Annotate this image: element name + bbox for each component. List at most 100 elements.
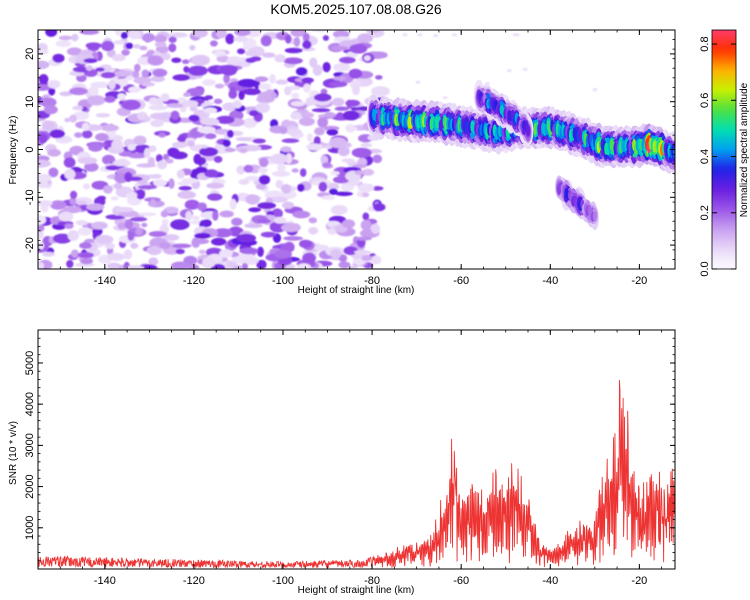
noise-blob	[183, 92, 191, 97]
noise-blob	[239, 148, 248, 154]
noise-blob	[58, 35, 73, 41]
snr-panel: -140 -120 -100 -80 -60 -40 -20 1000 2000 3000 400…	[8, 329, 676, 596]
noise-blob	[64, 168, 76, 180]
noise-blob	[175, 248, 185, 255]
noise-blob	[77, 157, 98, 165]
noise-blob	[165, 158, 174, 164]
spectrogram-x-ticks: -140 -120 -100 -80 -60 -40 -20	[37, 30, 663, 287]
noise-blob	[281, 223, 301, 233]
noise-blob	[150, 75, 165, 83]
y-tick-label: 1000	[24, 516, 36, 540]
noise-blob	[177, 181, 191, 186]
noise-blob	[102, 154, 116, 165]
noise-blob	[58, 211, 74, 222]
noise-blob	[372, 154, 383, 164]
noise-blob	[236, 233, 256, 243]
noise-blob	[451, 33, 457, 37]
noise-blob	[216, 55, 230, 63]
noise-blob	[86, 203, 105, 211]
noise-blob	[308, 217, 318, 224]
noise-blob	[349, 44, 368, 54]
noise-blob	[108, 79, 116, 90]
noise-blob	[141, 82, 155, 87]
noise-blob	[301, 77, 314, 84]
noise-blob	[42, 251, 55, 257]
noise-blob	[226, 261, 238, 268]
noise-blob	[59, 91, 73, 97]
noise-blob	[279, 126, 288, 135]
noise-blob	[257, 167, 268, 173]
noise-blob	[185, 210, 193, 221]
noise-blob	[295, 67, 308, 76]
noise-blob	[349, 265, 358, 269]
noise-blob	[270, 92, 278, 99]
noise-blob	[327, 182, 340, 191]
noise-blob	[172, 74, 190, 81]
noise-blob	[117, 222, 127, 230]
noise-blob	[239, 247, 259, 255]
colorbar: 0.0 0.2 0.4 0.6 0.8 Normalized spectral ampl…	[699, 29, 750, 277]
noise-blob	[64, 117, 71, 123]
noise-blob	[332, 30, 350, 39]
noise-blob	[350, 106, 370, 112]
noise-blob	[275, 79, 289, 85]
noise-blob	[363, 55, 371, 61]
noise-blob	[269, 196, 288, 203]
noise-blob	[286, 128, 302, 136]
noise-blob	[255, 183, 267, 190]
noise-blob	[171, 243, 192, 249]
noise-blob	[219, 64, 238, 75]
noise-blob	[335, 191, 353, 197]
noise-blob	[187, 140, 195, 147]
noise-blob	[244, 256, 259, 265]
noise-blob	[148, 105, 168, 111]
noise-blob	[352, 84, 360, 96]
noise-blob	[198, 249, 206, 254]
noise-blob	[357, 33, 373, 43]
noise-blob	[269, 74, 276, 84]
noise-blob	[152, 174, 162, 179]
noise-blob	[38, 133, 48, 144]
noise-blob	[113, 206, 134, 213]
snr-x-ticks: -140 -120 -100 -80 -60 -40 -20	[37, 330, 663, 587]
noise-blob	[417, 33, 423, 37]
x-tick-label: -140	[94, 575, 116, 587]
noise-blob	[84, 162, 99, 172]
noise-blob	[191, 54, 210, 66]
noise-blob	[257, 218, 271, 224]
noise-blob	[75, 200, 88, 205]
y-tick-label: 0	[24, 146, 36, 152]
noise-blob	[243, 164, 254, 173]
noise-blob	[70, 249, 79, 258]
noise-blob	[522, 67, 528, 71]
noise-blob	[321, 195, 336, 200]
noise-blob	[137, 185, 158, 190]
noise-blob	[296, 263, 311, 269]
noise-blob	[292, 210, 311, 219]
noise-blob	[338, 254, 348, 262]
noise-blob	[277, 163, 286, 172]
noise-blob	[117, 93, 126, 100]
noise-blob	[154, 41, 167, 48]
noise-blob	[415, 80, 421, 84]
noise-blob	[354, 236, 372, 241]
noise-blob	[210, 40, 218, 47]
colorbar-gradient-bar	[712, 30, 736, 269]
noise-blob	[345, 126, 358, 131]
noise-blob	[322, 162, 332, 168]
noise-blob	[200, 117, 220, 126]
noise-blob	[213, 98, 223, 105]
noise-blob	[311, 108, 331, 113]
noise-blob	[290, 30, 306, 37]
noise-blob	[189, 106, 198, 112]
noise-blob	[330, 248, 342, 259]
noise-blob	[113, 182, 123, 190]
noise-blob	[375, 75, 383, 80]
noise-blob	[370, 51, 388, 59]
noise-blob	[129, 217, 148, 222]
noise-blob	[121, 99, 141, 111]
noise-blob	[283, 57, 303, 65]
x-tick-label: -60	[453, 575, 469, 587]
noise-blob	[367, 134, 382, 141]
noise-blob	[52, 233, 72, 244]
